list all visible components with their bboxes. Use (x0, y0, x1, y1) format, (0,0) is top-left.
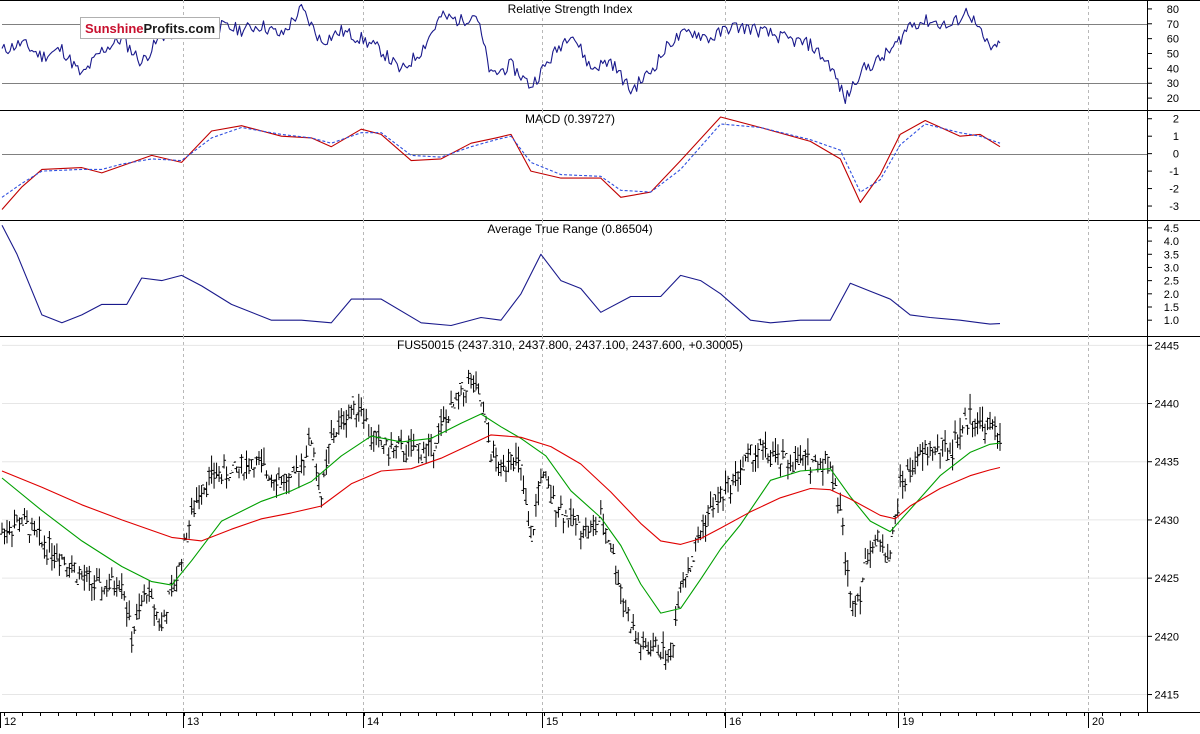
price-bars (0, 369, 1002, 670)
macd-signal-line (1, 123, 1001, 198)
y-tick-label: 2.0 (1164, 289, 1179, 301)
y-tick-label: 30 (1167, 78, 1179, 90)
atr-line (1, 225, 1001, 327)
y-tick-label: 2420 (1155, 631, 1179, 643)
y-tick-label: 2430 (1155, 515, 1179, 527)
y-tick-label: 50 (1167, 49, 1179, 61)
x-tick-label: 14 (367, 716, 379, 728)
y-tick-label: -3 (1169, 201, 1179, 213)
y-tick-label: 70 (1167, 19, 1179, 31)
panel-2: -3 -2 -1 0 1 2 MACD (0.39727) (0, 110, 1200, 220)
y-tick-label: 4.0 (1164, 236, 1179, 248)
y-tick-label: 2415 (1155, 690, 1179, 702)
macd-line (1, 116, 1001, 210)
y-tick-label: 1.0 (1164, 315, 1179, 327)
sma-fast-line (1, 413, 1001, 614)
panel-title: FUS50015 (2437.310, 2437.800, 2437.100, … (397, 338, 743, 352)
panel-title: Average True Range (0.86504) (487, 222, 652, 236)
y-tick-label: 2425 (1155, 573, 1179, 585)
y-tick-label: 80 (1167, 4, 1179, 16)
logo-part-profits: Profits.com (143, 20, 216, 36)
y-tick-label: 2445 (1155, 340, 1179, 352)
panel-title: MACD (0.39727) (525, 112, 615, 126)
logo-part-sunshine: Sunshine (85, 20, 144, 36)
x-tick-label: 16 (729, 716, 741, 728)
y-tick-label: 3.5 (1164, 249, 1179, 261)
y-tick-label: -1 (1169, 166, 1179, 178)
x-tick-label: 12 (4, 716, 16, 728)
y-tick-label: 60 (1167, 34, 1179, 46)
panel-4: 2415 2420 2425 2430 2435 2440 2445 FUS50015 (24… (0, 336, 1200, 712)
sunshine-profits-logo: Sunshine Profits.com (80, 17, 221, 39)
sma-slow-line (1, 434, 1001, 545)
y-tick-label: -2 (1169, 184, 1179, 196)
y-tick-label: 20 (1167, 93, 1179, 105)
y-tick-label: 3.0 (1164, 262, 1179, 274)
x-tick-label: 20 (1092, 716, 1104, 728)
y-tick-label: 2435 (1155, 457, 1179, 469)
panel-title: Relative Strength Index (508, 2, 633, 16)
x-tick-label: 19 (902, 716, 914, 728)
y-tick-label: 2 (1173, 114, 1179, 126)
y-tick-label: 4.5 (1164, 223, 1179, 235)
x-tick-label: 15 (546, 716, 558, 728)
x-tick-label: 13 (187, 716, 199, 728)
x-axis-band (0, 713, 1200, 729)
y-tick-label: 1 (1173, 131, 1179, 143)
panel-3: 1.01.52.02.5 3.03.54.04.5 Average True Ran… (0, 220, 1200, 336)
y-tick-label: 1.5 (1164, 302, 1179, 314)
y-tick-label: 0 (1173, 149, 1179, 161)
y-tick-label: 40 (1167, 63, 1179, 75)
y-tick-label: 2440 (1155, 399, 1179, 411)
y-tick-label: 2.5 (1164, 276, 1179, 288)
